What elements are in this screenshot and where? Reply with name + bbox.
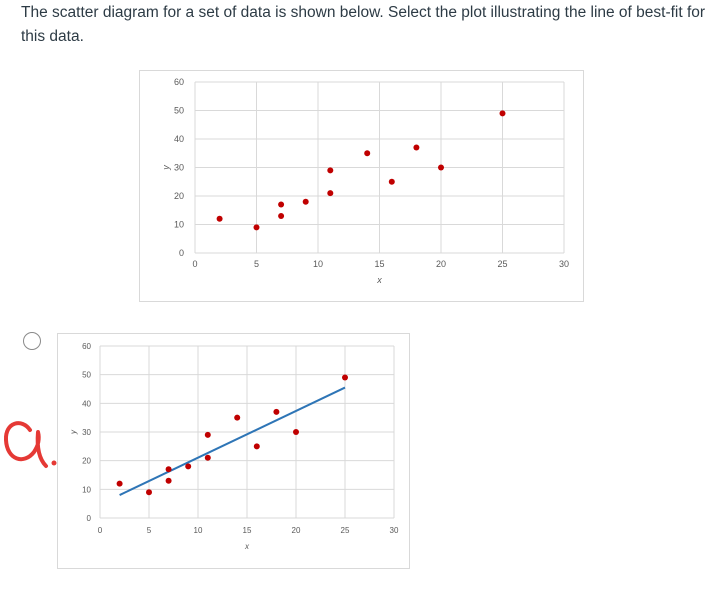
data-point — [216, 215, 223, 222]
data-point — [204, 431, 211, 438]
data-point — [273, 408, 280, 415]
y-axis-label: y — [69, 429, 78, 435]
data-point — [364, 150, 371, 157]
data-point — [327, 167, 334, 174]
x-tick-label: 5 — [254, 259, 259, 269]
x-tick-label: 0 — [192, 259, 197, 269]
data-point — [413, 144, 420, 151]
data-point — [165, 466, 172, 473]
y-tick-label: 30 — [174, 163, 184, 173]
y-tick-label: 40 — [82, 399, 91, 408]
y-tick-label: 40 — [174, 134, 184, 144]
data-point — [438, 164, 444, 171]
x-tick-label: 10 — [313, 259, 323, 269]
data-point — [278, 212, 285, 219]
data-point — [116, 480, 123, 487]
data-point — [388, 178, 395, 185]
data-point — [302, 198, 309, 205]
y-tick-label: 20 — [82, 457, 91, 466]
x-tick-label: 25 — [497, 259, 507, 269]
x-tick-label: 30 — [390, 526, 399, 535]
y-tick-label: 0 — [87, 514, 92, 523]
scatter-chart-best-fit-option: 0 5 10 15 20 25 30 0 10 20 30 40 50 60 x y — [57, 333, 410, 569]
scatter-chart-svg: 0 5 10 15 20 25 30 0 10 20 30 40 50 60 x y — [161, 77, 569, 285]
data-point — [499, 110, 506, 117]
data-point — [146, 489, 152, 496]
x-tick-label: 10 — [194, 526, 203, 535]
handwritten-a-annotation — [4, 421, 57, 468]
best-fit-line — [119, 386, 346, 496]
data-point — [185, 463, 192, 470]
x-tick-label: 20 — [292, 526, 301, 535]
y-axis-label: y — [161, 165, 171, 171]
y-tick-label: 60 — [82, 342, 91, 351]
answer-option-radio[interactable] — [23, 332, 41, 350]
x-tick-label: 5 — [147, 526, 152, 535]
x-axis-label: x — [244, 542, 250, 551]
data-point — [253, 224, 260, 231]
y-tick-label: 60 — [174, 77, 184, 87]
y-tick-label: 50 — [174, 106, 184, 116]
y-tick-label: 30 — [82, 428, 91, 437]
data-point — [293, 429, 299, 435]
data-point — [165, 477, 172, 484]
y-tick-label: 10 — [82, 485, 91, 494]
data-point — [234, 414, 241, 421]
y-tick-label: 20 — [174, 191, 184, 201]
scatter-chart-svg: 0 5 10 15 20 25 30 0 10 20 30 40 50 60 x y — [69, 342, 399, 551]
x-axis-label: x — [376, 275, 382, 285]
x-tick-label: 15 — [374, 259, 384, 269]
y-tick-label: 50 — [82, 371, 91, 380]
x-tick-label: 20 — [436, 259, 446, 269]
y-tick-label: 10 — [174, 220, 184, 230]
x-tick-label: 0 — [98, 526, 103, 535]
data-point — [327, 190, 334, 197]
x-tick-label: 15 — [243, 526, 252, 535]
data-point — [278, 201, 285, 208]
x-tick-label: 25 — [341, 526, 350, 535]
scatter-chart-question: 0 5 10 15 20 25 30 0 10 20 30 40 50 60 x y — [139, 70, 584, 302]
y-tick-label: 0 — [179, 248, 184, 258]
data-point — [204, 454, 211, 461]
data-point — [253, 443, 260, 450]
data-point — [342, 374, 348, 381]
question-text: The scatter diagram for a set of data is… — [21, 4, 706, 45]
x-tick-label: 30 — [559, 259, 569, 269]
